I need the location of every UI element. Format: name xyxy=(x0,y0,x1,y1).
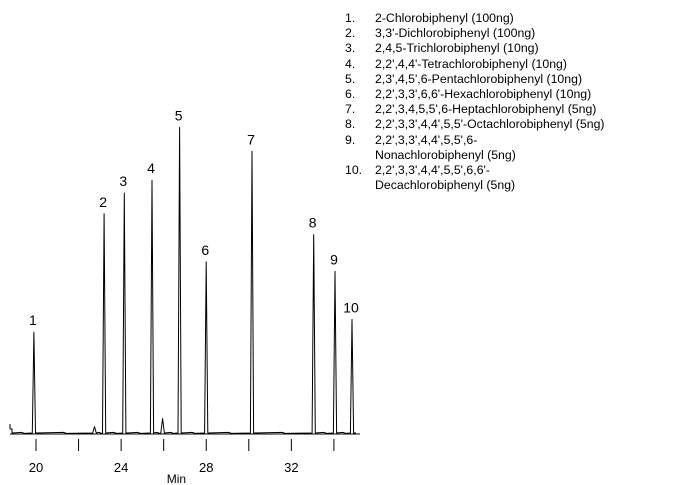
peak-label: 2 xyxy=(99,194,107,210)
legend-text: 3,3'-Dichlorobiphenyl (100ng) xyxy=(375,26,536,41)
compound-legend: 1. 2-Chlorobiphenyl (100ng) 2. 3,3'-Dichlor… xyxy=(345,11,680,193)
legend-text: 2,3',4,5',6-Pentachlorobiphenyl (10ng) xyxy=(375,71,583,86)
legend-number: 3. xyxy=(345,41,356,56)
peak-label: 6 xyxy=(201,242,209,258)
x-tick-label: 32 xyxy=(284,460,298,475)
peak-label: 9 xyxy=(330,251,338,267)
legend-number: 4. xyxy=(345,56,356,71)
legend-item: 7. 2,2',3,4,5,5',6-Heptachlorobiphenyl (5… xyxy=(345,102,680,117)
legend-number: 7. xyxy=(345,102,356,117)
legend-number: 8. xyxy=(345,117,356,132)
legend-text: 2,2',3,3',4,4',5,5',6- Nonachlorobipheny… xyxy=(375,132,516,162)
legend-item: 6. 2,2',3,3',6,6'-Hexachlorobiphenyl (10n… xyxy=(345,87,680,102)
peak-label: 7 xyxy=(247,131,255,147)
legend-text: 2,2',3,3',4,4',5,5',6,6'- Decachlorobiph… xyxy=(375,163,516,193)
x-axis-label: Min xyxy=(167,472,186,485)
peak-label: 4 xyxy=(147,160,155,176)
legend-text: 2,2',3,3',6,6'-Hexachlorobiphenyl (10ng) xyxy=(375,87,592,102)
peak-label: 1 xyxy=(29,312,37,328)
legend-number: 2. xyxy=(345,26,356,41)
legend-text: 2,2',3,4,5,5',6-Heptachlorobiphenyl (5ng… xyxy=(375,102,597,117)
legend-item: 9. 2,2',3,3',4,4',5,5',6- Nonachlorobiphe… xyxy=(345,133,680,163)
legend-number: 6. xyxy=(345,87,356,102)
legend-item: 8. 2,2',3,3',4,4',5,5'-Octachlorobiphenyl… xyxy=(345,117,680,132)
time-axis: 20 24 28 32 Min xyxy=(10,433,360,485)
legend-text: 2,4,5-Trichlorobiphenyl (10ng) xyxy=(375,41,539,56)
chromatogram-trace xyxy=(9,126,356,434)
legend-item: 1. 2-Chlorobiphenyl (100ng) xyxy=(345,11,680,26)
peak-label: 5 xyxy=(175,107,183,123)
legend-number: 1. xyxy=(345,11,356,25)
x-tick-label: 28 xyxy=(199,460,213,475)
legend-item: 2. 3,3'-Dichlorobiphenyl (100ng) xyxy=(345,26,680,41)
legend-item: 3. 2,4,5-Trichlorobiphenyl (10ng) xyxy=(345,41,680,56)
legend-number: 10. xyxy=(345,163,363,178)
peak-label: 10 xyxy=(343,299,359,315)
legend-number: 5. xyxy=(345,71,356,86)
x-tick-label: 20 xyxy=(29,460,43,475)
legend-text: 2,2',3,3',4,4',5,5'-Octachlorobiphenyl (… xyxy=(375,117,605,132)
legend-text: 2-Chlorobiphenyl (100ng) xyxy=(375,11,514,25)
legend-item: 10. 2,2',3,3',4,4',5,5',6,6'- Decachlorob… xyxy=(345,163,680,193)
legend-item: 4. 2,2',4,4'-Tetrachlorobiphenyl (10ng) xyxy=(345,57,680,72)
legend-number: 9. xyxy=(345,132,356,147)
x-tick-label: 24 xyxy=(114,460,128,475)
peak-label: 3 xyxy=(119,173,127,189)
peak-label: 8 xyxy=(309,215,317,231)
legend-item: 5. 2,3',4,5',6-Pentachlorobiphenyl (10ng) xyxy=(345,72,680,87)
legend-text: 2,2',4,4'-Tetrachlorobiphenyl (10ng) xyxy=(375,56,567,71)
